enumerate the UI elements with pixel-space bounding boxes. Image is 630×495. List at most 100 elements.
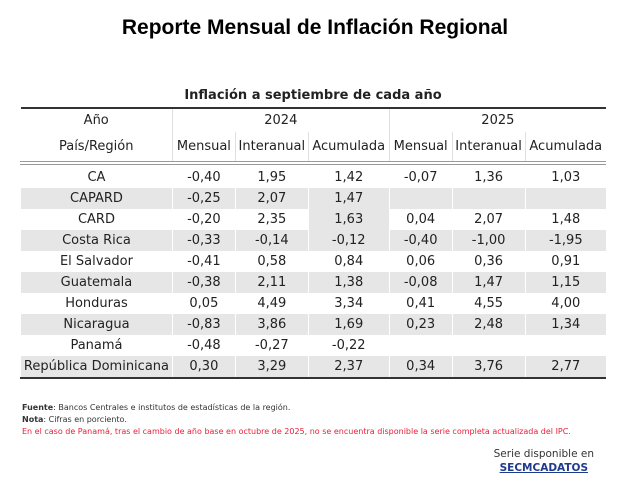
table-row: Panamá -0,48 -0,27 -0,22: [20, 335, 606, 356]
table-row: República Dominicana 0,30 3,29 2,37 0,34 3,76…: [20, 356, 606, 379]
col-header: Mensual: [388, 132, 453, 165]
panama-warning: En el caso de Panamá, tras el cambio de …: [22, 427, 571, 436]
col-header: Mensual: [171, 132, 236, 165]
value-cell: -0,22: [307, 335, 390, 356]
region-cell: República Dominicana: [20, 356, 173, 379]
region-label: País/Región: [20, 132, 173, 165]
value-cell: 3,76: [451, 356, 526, 379]
value-cell: -1,00: [451, 230, 526, 251]
value-cell: 0,06: [388, 251, 453, 272]
value-cell: 1,95: [234, 163, 309, 188]
unit-note: Nota: Cifras en porciento.: [22, 414, 571, 426]
value-cell: -0,12: [307, 230, 390, 251]
value-cell: 0,05: [171, 293, 236, 314]
value-cell: 3,29: [234, 356, 309, 379]
value-cell: -0,83: [171, 314, 236, 335]
value-cell: 2,07: [234, 188, 309, 209]
notes: Fuente: Bancos Centrales e institutos de…: [22, 402, 571, 438]
value-cell: 0,84: [307, 251, 390, 272]
table-row: CA -0,40 1,95 1,42 -0,07 1,36 1,03: [20, 163, 606, 188]
report-title: Reporte Mensual de Inflación Regional: [121, 16, 509, 39]
table-row: Guatemala -0,38 2,11 1,38 -0,08 1,47 1,15: [20, 272, 606, 293]
value-cell: [524, 335, 606, 356]
value-cell: 0,58: [234, 251, 309, 272]
value-cell: [388, 335, 453, 356]
value-cell: 1,36: [451, 163, 526, 188]
table-row: Nicaragua -0,83 3,86 1,69 0,23 2,48 1,34: [20, 314, 606, 335]
value-cell: [451, 188, 526, 209]
region-cell: CA: [20, 163, 173, 188]
secmcadatos-link[interactable]: SECMCADATOS: [499, 462, 589, 474]
value-cell: 1,63: [307, 209, 390, 230]
value-cell: -1,95: [524, 230, 606, 251]
value-cell: 2,11: [234, 272, 309, 293]
value-cell: 1,15: [524, 272, 606, 293]
value-cell: -0,40: [171, 163, 236, 188]
value-cell: 3,34: [307, 293, 390, 314]
table-subtitle: Inflación a septiembre de cada año: [184, 88, 442, 103]
value-cell: 4,49: [234, 293, 309, 314]
value-cell: -0,07: [388, 163, 453, 188]
source-note: Fuente: Bancos Centrales e institutos de…: [22, 402, 571, 414]
year-2024: 2024: [171, 107, 390, 132]
value-cell: 1,47: [451, 272, 526, 293]
value-cell: -0,25: [171, 188, 236, 209]
table-row: Costa Rica -0,33 -0,14 -0,12 -0,40 -1,00 -1,95: [20, 230, 606, 251]
value-cell: 1,48: [524, 209, 606, 230]
value-cell: -0,20: [171, 209, 236, 230]
value-cell: 1,69: [307, 314, 390, 335]
value-cell: 0,04: [388, 209, 453, 230]
table-row: El Salvador -0,41 0,58 0,84 0,06 0,36 0,91: [20, 251, 606, 272]
year-2025: 2025: [388, 107, 606, 132]
region-cell: Honduras: [20, 293, 173, 314]
value-cell: -0,08: [388, 272, 453, 293]
source-text: : Bancos Centrales e institutos de estad…: [53, 403, 291, 412]
value-cell: [388, 188, 453, 209]
value-cell: 0,30: [171, 356, 236, 379]
value-cell: -0,27: [234, 335, 309, 356]
value-cell: 0,41: [388, 293, 453, 314]
value-cell: 3,86: [234, 314, 309, 335]
table-row: Honduras 0,05 4,49 3,34 0,41 4,55 4,00: [20, 293, 606, 314]
table-row: CARD -0,20 2,35 1,63 0,04 2,07 1,48: [20, 209, 606, 230]
region-cell: CAPARD: [20, 188, 173, 209]
value-cell: 1,42: [307, 163, 390, 188]
value-cell: -0,41: [171, 251, 236, 272]
col-header: Acumulada: [307, 132, 390, 165]
value-cell: 0,34: [388, 356, 453, 379]
value-cell: -0,38: [171, 272, 236, 293]
value-cell: -0,48: [171, 335, 236, 356]
series-availability: Serie disponible en SECMCADATOS: [494, 447, 594, 475]
value-cell: 0,23: [388, 314, 453, 335]
region-cell: Panamá: [20, 335, 173, 356]
col-header: Interanual: [451, 132, 526, 165]
note-text: : Cifras en porciento.: [43, 415, 127, 424]
region-cell: Costa Rica: [20, 230, 173, 251]
value-cell: 2,48: [451, 314, 526, 335]
region-cell: El Salvador: [20, 251, 173, 272]
value-cell: 4,55: [451, 293, 526, 314]
value-cell: 2,35: [234, 209, 309, 230]
value-cell: 2,37: [307, 356, 390, 379]
region-cell: Guatemala: [20, 272, 173, 293]
value-cell: 2,77: [524, 356, 606, 379]
value-cell: [524, 188, 606, 209]
col-header: Acumulada: [524, 132, 606, 165]
region-cell: CARD: [20, 209, 173, 230]
inflation-table: Año 2024 2025 País/Región Mensual Intera…: [20, 107, 606, 379]
value-cell: 4,00: [524, 293, 606, 314]
source-label: Fuente: [22, 403, 54, 412]
value-cell: -0,33: [171, 230, 236, 251]
value-cell: 0,91: [524, 251, 606, 272]
value-cell: -0,40: [388, 230, 453, 251]
value-cell: 2,07: [451, 209, 526, 230]
col-header: Interanual: [234, 132, 309, 165]
value-cell: [451, 335, 526, 356]
series-text: Serie disponible en: [493, 448, 594, 460]
value-cell: 0,36: [451, 251, 526, 272]
value-cell: 1,38: [307, 272, 390, 293]
value-cell: 1,34: [524, 314, 606, 335]
value-cell: 1,03: [524, 163, 606, 188]
year-label: Año: [20, 107, 173, 132]
region-cell: Nicaragua: [20, 314, 173, 335]
